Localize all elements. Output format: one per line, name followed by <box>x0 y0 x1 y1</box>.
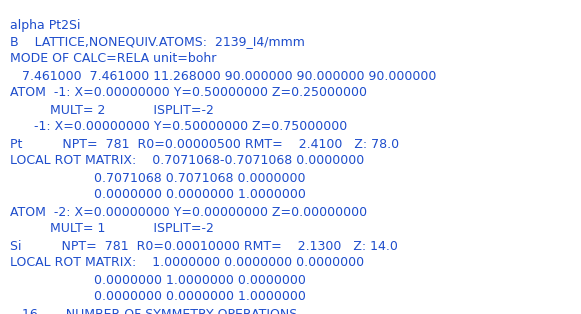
Text: 0.0000000 0.0000000 1.0000000: 0.0000000 0.0000000 1.0000000 <box>10 188 306 202</box>
Text: 7.461000  7.461000 11.268000 90.000000 90.000000 90.000000: 7.461000 7.461000 11.268000 90.000000 90… <box>10 69 436 83</box>
Text: MULT= 2            ISPLIT=-2: MULT= 2 ISPLIT=-2 <box>10 104 214 116</box>
Text: 0.0000000 1.0000000 0.0000000: 0.0000000 1.0000000 0.0000000 <box>10 273 306 286</box>
Text: MULT= 1            ISPLIT=-2: MULT= 1 ISPLIT=-2 <box>10 223 214 236</box>
Text: 16       NUMBER OF SYMMETRY OPERATIONS: 16 NUMBER OF SYMMETRY OPERATIONS <box>10 307 297 314</box>
Text: MODE OF CALC=RELA unit=bohr: MODE OF CALC=RELA unit=bohr <box>10 52 216 66</box>
Text: LOCAL ROT MATRIX:    1.0000000 0.0000000 0.0000000: LOCAL ROT MATRIX: 1.0000000 0.0000000 0.… <box>10 257 364 269</box>
Text: Pt          NPT=  781  R0=0.00000500 RMT=    2.4100   Z: 78.0: Pt NPT= 781 R0=0.00000500 RMT= 2.4100 Z:… <box>10 138 399 150</box>
Text: B    LATTICE,NONEQUIV.ATOMS:  2139_I4/mmm: B LATTICE,NONEQUIV.ATOMS: 2139_I4/mmm <box>10 35 305 48</box>
Text: ATOM  -2: X=0.00000000 Y=0.00000000 Z=0.00000000: ATOM -2: X=0.00000000 Y=0.00000000 Z=0.0… <box>10 205 367 219</box>
Text: LOCAL ROT MATRIX:    0.7071068-0.7071068 0.0000000: LOCAL ROT MATRIX: 0.7071068-0.7071068 0.… <box>10 154 364 167</box>
Text: 0.7071068 0.7071068 0.0000000: 0.7071068 0.7071068 0.0000000 <box>10 171 306 185</box>
Text: Si          NPT=  781  R0=0.00010000 RMT=    2.1300   Z: 14.0: Si NPT= 781 R0=0.00010000 RMT= 2.1300 Z:… <box>10 240 398 252</box>
Text: 0.0000000 0.0000000 1.0000000: 0.0000000 0.0000000 1.0000000 <box>10 290 306 304</box>
Text: ATOM  -1: X=0.00000000 Y=0.50000000 Z=0.25000000: ATOM -1: X=0.00000000 Y=0.50000000 Z=0.2… <box>10 86 367 100</box>
Text: -1: X=0.00000000 Y=0.50000000 Z=0.75000000: -1: X=0.00000000 Y=0.50000000 Z=0.750000… <box>10 121 347 133</box>
Text: alpha Pt2Si: alpha Pt2Si <box>10 19 81 31</box>
